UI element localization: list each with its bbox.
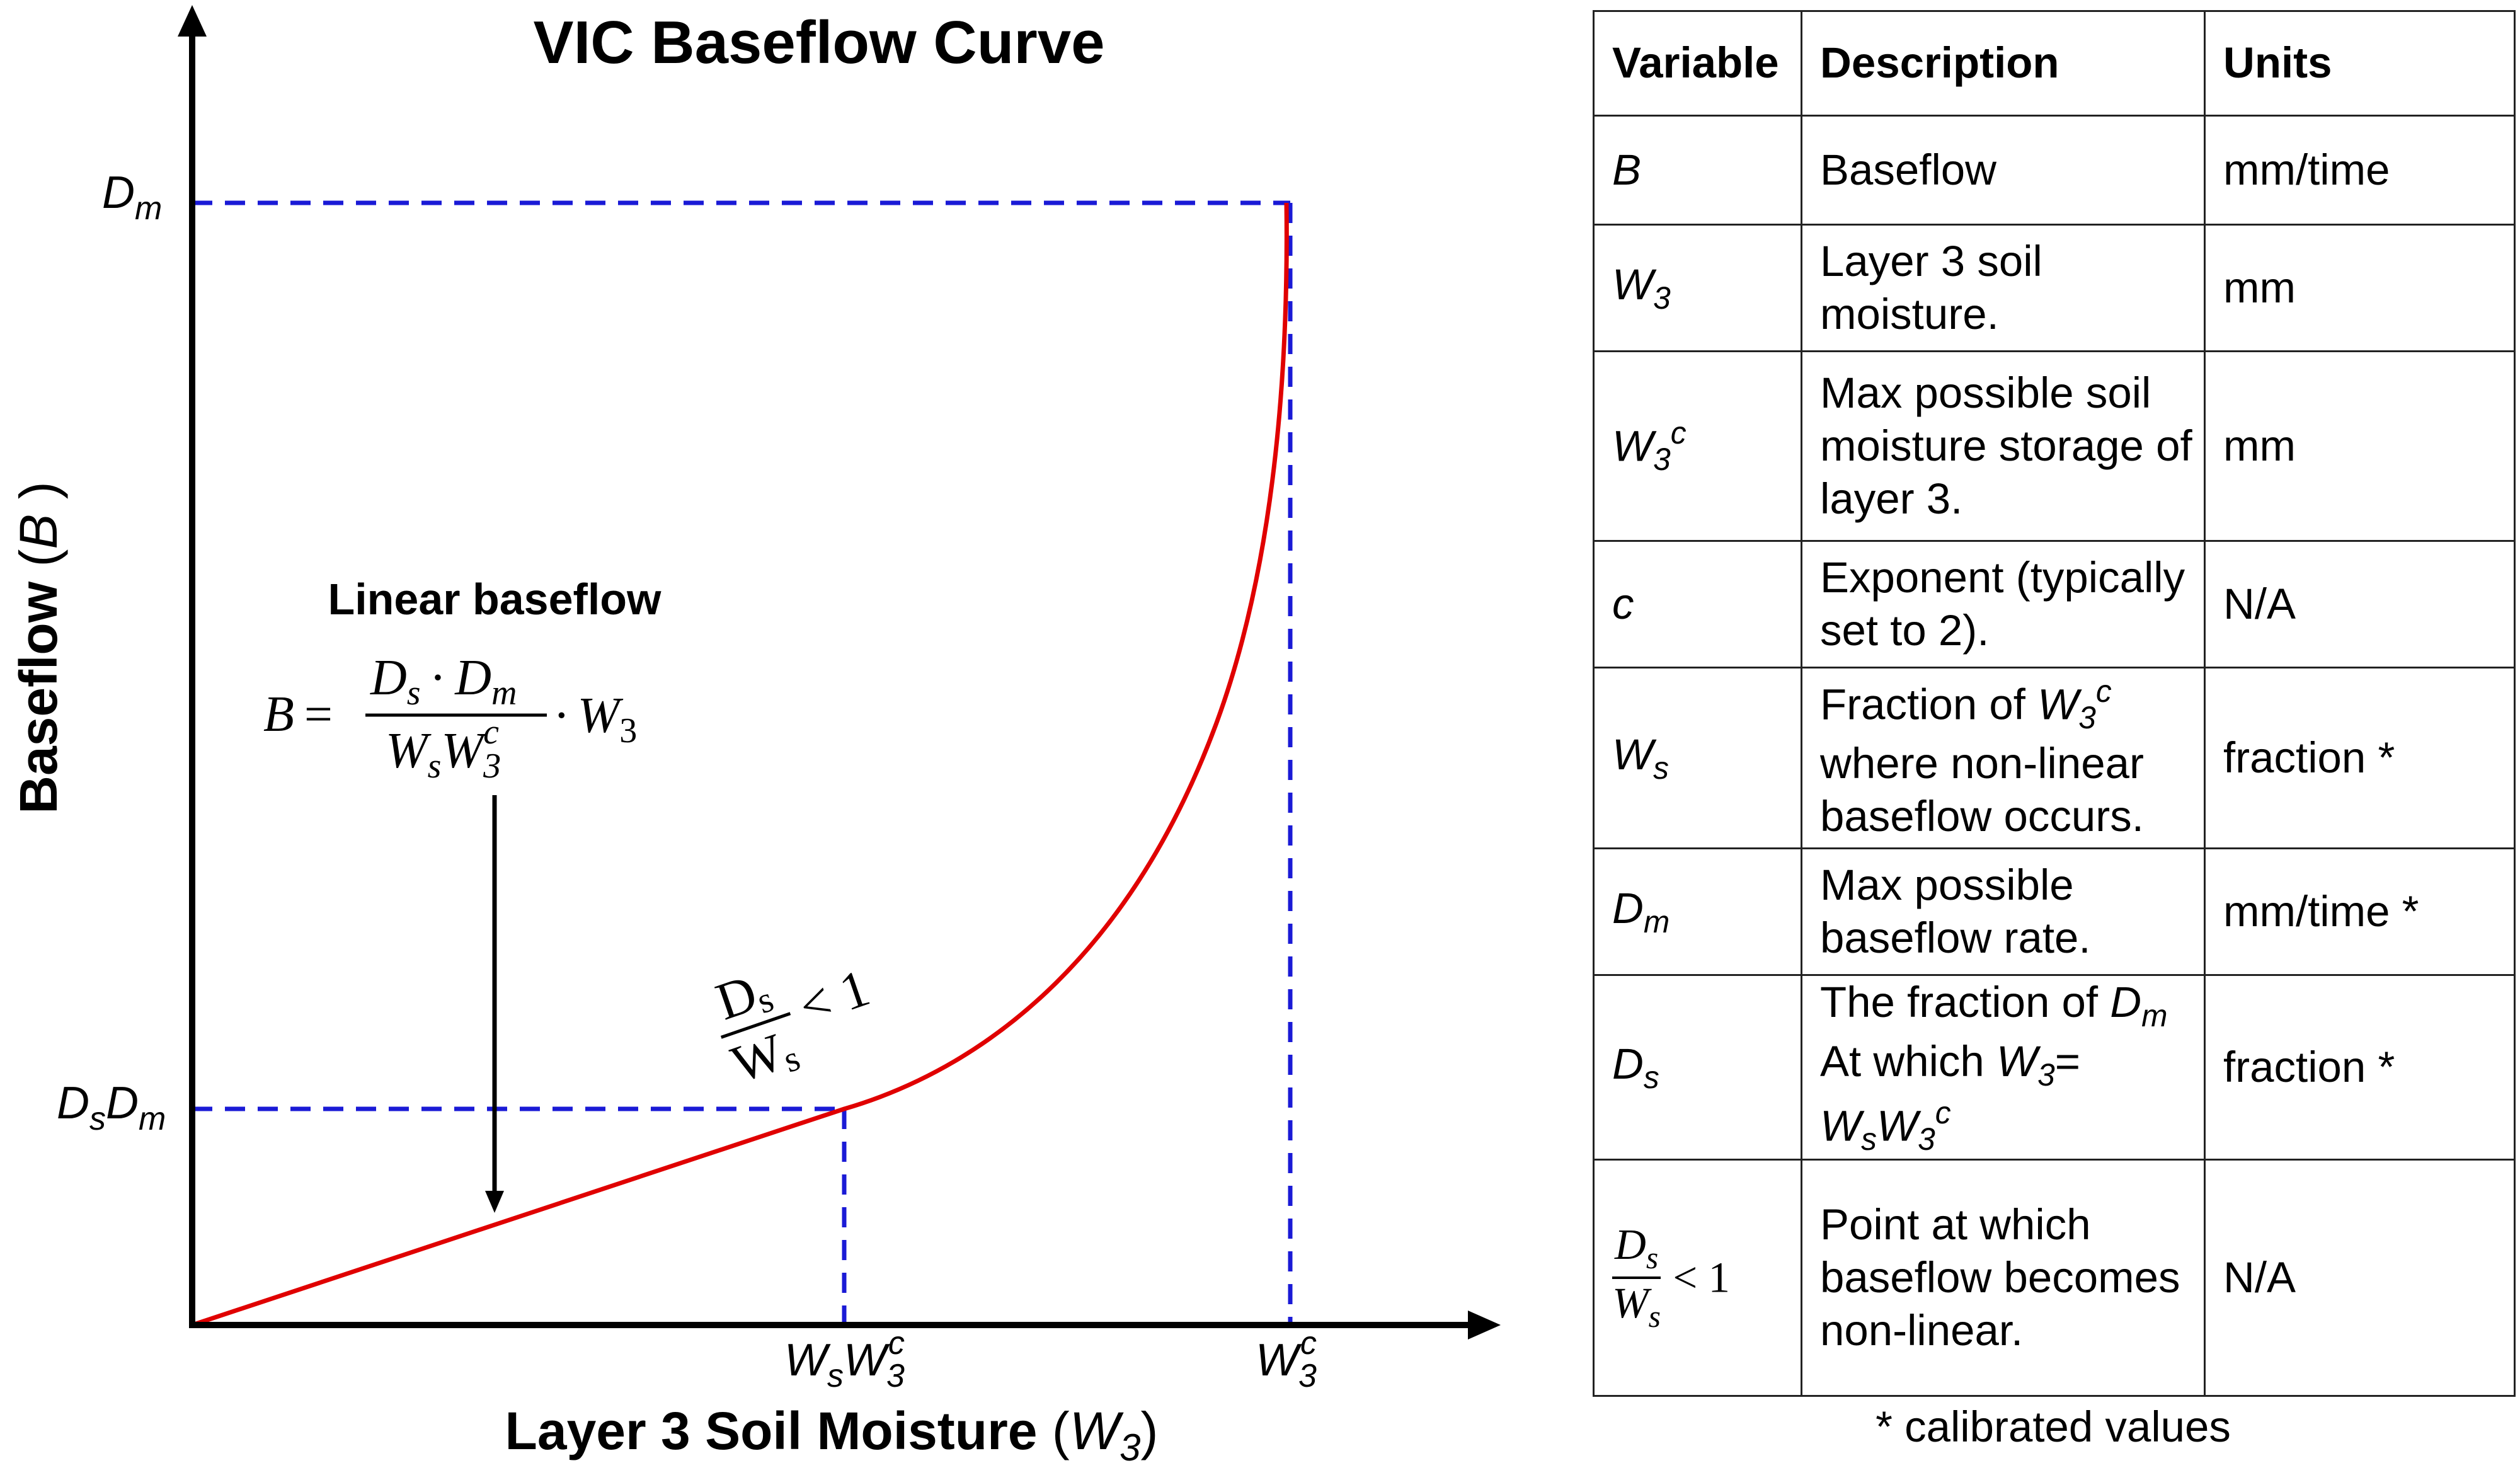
svg-text:WsW3c: WsW3c xyxy=(386,713,501,786)
table-row: Ds The fraction of Dm At which W3= WsW3c… xyxy=(1593,974,2516,1161)
y-axis-arrow xyxy=(178,5,207,37)
svg-text:·W3: · W3 xyxy=(553,688,637,750)
svg-text:B=: B = xyxy=(263,687,333,742)
row-description: Baseflow xyxy=(1801,115,2206,226)
baseflow-curve xyxy=(191,202,1289,1328)
table-row: Ds Ws < 1 Point at which baseflow becomes… xyxy=(1593,1158,2516,1397)
row-description: Exponent (typically set to 2). xyxy=(1801,540,2206,668)
table-row: B Baseflow mm/time xyxy=(1593,115,2516,226)
y-axis-label: Baseflow (B ) xyxy=(9,481,68,813)
svg-text:Ws: Ws xyxy=(724,1018,805,1097)
y-tick-dsdm: DsDm xyxy=(57,1078,166,1137)
row-variable: Ws xyxy=(1593,667,1802,849)
row-variable: W3c xyxy=(1593,350,1802,542)
header-description: Description xyxy=(1801,10,2206,117)
table-row: Dm Max possible baseflow rate. mm/time * xyxy=(1593,847,2516,976)
row-description: Max possible baseflow rate. xyxy=(1801,847,2206,976)
row-description: Max possible soil moisture storage of la… xyxy=(1801,350,2206,542)
row-variable: Ds Ws < 1 xyxy=(1593,1158,1802,1397)
linear-baseflow-equation: B = Ds · Dm WsW3c · W3 xyxy=(263,650,637,786)
diagram-title: VIC Baseflow Curve xyxy=(534,9,1105,76)
row-variable: B xyxy=(1593,115,1802,226)
x-axis-arrow xyxy=(1468,1311,1501,1339)
row-units: mm/time xyxy=(2204,115,2516,226)
header-variable: Variable xyxy=(1593,10,1802,117)
row-description: Fraction of W3c where non-linear baseflo… xyxy=(1801,667,2206,849)
table-header-row: Variable Description Units xyxy=(1593,10,2516,117)
table-row: Ws Fraction of W3c where non-linear base… xyxy=(1593,667,2516,849)
svg-text:Ds: Ds xyxy=(709,959,778,1034)
y-tick-dm: Dm xyxy=(102,168,162,227)
row-description: Point at which baseflow becomes non-line… xyxy=(1801,1158,2206,1397)
threshold-fraction-bar xyxy=(720,1012,791,1039)
row-units: N/A xyxy=(2204,1158,2516,1397)
table-row: W3c Max possible soil moisture storage o… xyxy=(1593,350,2516,542)
row-description: The fraction of Dm At which W3= WsW3c xyxy=(1801,974,2206,1161)
x-axis-label: Layer 3 Soil Moisture (W3) xyxy=(505,1401,1159,1469)
x-tick-wsw3c: WsW3c xyxy=(784,1325,905,1394)
row-variable: Dm xyxy=(1593,847,1802,976)
row-description: Layer 3 soil moisture. xyxy=(1801,224,2206,352)
row-units: mm xyxy=(2204,224,2516,352)
svg-text:< 1: < 1 xyxy=(792,958,877,1036)
row-variable: W3 xyxy=(1593,224,1802,352)
row-units: fraction * xyxy=(2204,667,2516,849)
threshold-annotation: Ds Ws < 1 xyxy=(709,958,877,1097)
row-units: N/A xyxy=(2204,540,2516,668)
row-units: mm xyxy=(2204,350,2516,542)
variables-table: Variable Description Units B Baseflow mm… xyxy=(1593,10,2516,1397)
row-units: mm/time * xyxy=(2204,847,2516,976)
linear-arrow-head xyxy=(485,1191,504,1213)
calibrated-footnote: * calibrated values xyxy=(1876,1403,2231,1451)
axes xyxy=(189,25,1484,1328)
row-variable: Ds xyxy=(1593,974,1802,1161)
header-units: Units xyxy=(2204,10,2516,117)
x-tick-w3c: W3c xyxy=(1256,1325,1317,1394)
row-units: fraction * xyxy=(2204,974,2516,1161)
row-variable: c xyxy=(1593,540,1802,668)
svg-text:Ds·Dm: Ds · Dm xyxy=(370,650,517,713)
linear-baseflow-label: Linear baseflow xyxy=(328,575,662,624)
guide-lines xyxy=(192,200,1293,1325)
table-row: c Exponent (typically set to 2). N/A xyxy=(1593,540,2516,668)
table-row: W3 Layer 3 soil moisture. mm xyxy=(1593,224,2516,352)
